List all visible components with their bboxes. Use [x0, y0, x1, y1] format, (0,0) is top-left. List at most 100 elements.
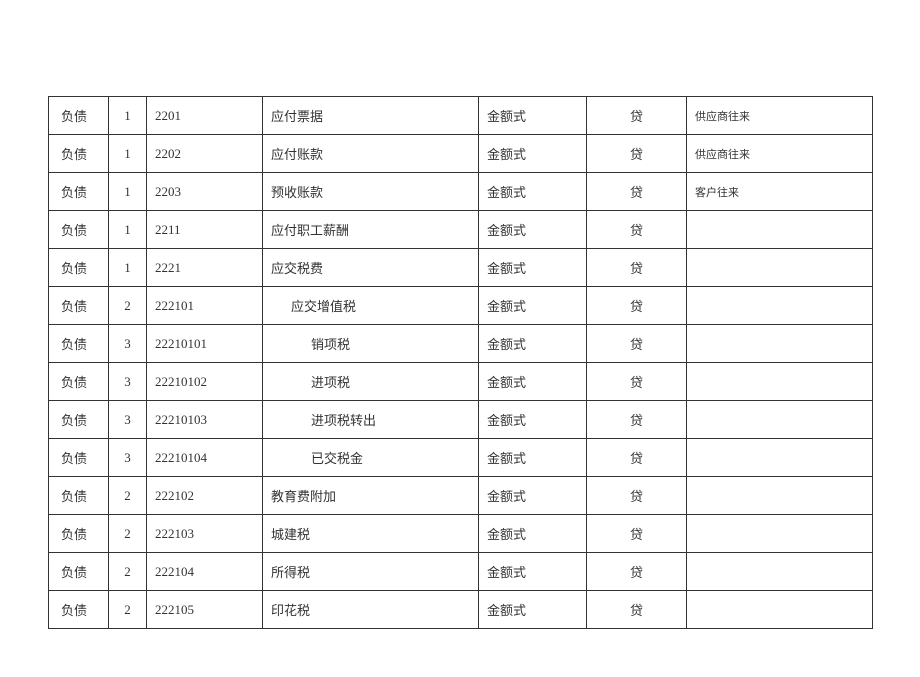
cell-level: 2 — [109, 477, 147, 515]
cell-name: 进项税转出 — [263, 401, 479, 439]
cell-level: 1 — [109, 249, 147, 287]
cell-name: 印花税 — [263, 591, 479, 629]
cell-category: 负债 — [49, 477, 109, 515]
cell-level: 1 — [109, 97, 147, 135]
table-row: 负债322210104已交税金金额式贷 — [49, 439, 873, 477]
cell-direction: 贷 — [587, 591, 687, 629]
cell-direction: 贷 — [587, 477, 687, 515]
cell-category: 负债 — [49, 515, 109, 553]
cell-category: 负债 — [49, 401, 109, 439]
cell-remark — [687, 287, 873, 325]
accounts-table: 负债12201应付票据金额式贷供应商往来负债12202应付账款金额式贷供应商往来… — [48, 96, 873, 629]
cell-category: 负债 — [49, 363, 109, 401]
cell-direction: 贷 — [587, 135, 687, 173]
cell-code: 222101 — [147, 287, 263, 325]
cell-name: 进项税 — [263, 363, 479, 401]
cell-category: 负债 — [49, 591, 109, 629]
cell-category: 负债 — [49, 439, 109, 477]
table-row: 负债12211应付职工薪酬金额式贷 — [49, 211, 873, 249]
cell-code: 2201 — [147, 97, 263, 135]
table-row: 负债2222104所得税金额式贷 — [49, 553, 873, 591]
cell-direction: 贷 — [587, 325, 687, 363]
cell-format: 金额式 — [479, 439, 587, 477]
cell-format: 金额式 — [479, 135, 587, 173]
cell-category: 负债 — [49, 211, 109, 249]
cell-code: 22210102 — [147, 363, 263, 401]
cell-remark: 客户往来 — [687, 173, 873, 211]
table-row: 负债2222101应交增值税金额式贷 — [49, 287, 873, 325]
table-row: 负债322210102进项税金额式贷 — [49, 363, 873, 401]
cell-format: 金额式 — [479, 515, 587, 553]
cell-remark — [687, 325, 873, 363]
cell-category: 负债 — [49, 287, 109, 325]
table-row: 负债12201应付票据金额式贷供应商往来 — [49, 97, 873, 135]
cell-name: 应付账款 — [263, 135, 479, 173]
cell-direction: 贷 — [587, 249, 687, 287]
cell-code: 2211 — [147, 211, 263, 249]
cell-code: 22210103 — [147, 401, 263, 439]
cell-format: 金额式 — [479, 477, 587, 515]
cell-direction: 贷 — [587, 287, 687, 325]
cell-code: 222105 — [147, 591, 263, 629]
cell-remark — [687, 211, 873, 249]
table-row: 负债2222103城建税金额式贷 — [49, 515, 873, 553]
cell-category: 负债 — [49, 249, 109, 287]
cell-code: 2221 — [147, 249, 263, 287]
cell-name: 城建税 — [263, 515, 479, 553]
cell-name: 应付职工薪酬 — [263, 211, 479, 249]
cell-format: 金额式 — [479, 363, 587, 401]
table-row: 负债322210103进项税转出金额式贷 — [49, 401, 873, 439]
cell-name: 预收账款 — [263, 173, 479, 211]
cell-format: 金额式 — [479, 591, 587, 629]
cell-level: 3 — [109, 363, 147, 401]
cell-level: 3 — [109, 439, 147, 477]
cell-category: 负债 — [49, 135, 109, 173]
table-row: 负债2222105印花税金额式贷 — [49, 591, 873, 629]
cell-direction: 贷 — [587, 173, 687, 211]
cell-code: 222102 — [147, 477, 263, 515]
cell-name: 应交增值税 — [263, 287, 479, 325]
cell-format: 金额式 — [479, 401, 587, 439]
table-row: 负债12202应付账款金额式贷供应商往来 — [49, 135, 873, 173]
cell-category: 负债 — [49, 97, 109, 135]
cell-remark — [687, 439, 873, 477]
cell-name: 销项税 — [263, 325, 479, 363]
cell-format: 金额式 — [479, 211, 587, 249]
cell-direction: 贷 — [587, 439, 687, 477]
cell-level: 2 — [109, 553, 147, 591]
cell-category: 负债 — [49, 325, 109, 363]
cell-code: 2202 — [147, 135, 263, 173]
cell-direction: 贷 — [587, 401, 687, 439]
cell-direction: 贷 — [587, 363, 687, 401]
cell-format: 金额式 — [479, 553, 587, 591]
cell-remark — [687, 515, 873, 553]
table-row: 负债12221应交税费金额式贷 — [49, 249, 873, 287]
cell-level: 1 — [109, 173, 147, 211]
cell-level: 2 — [109, 591, 147, 629]
cell-level: 2 — [109, 287, 147, 325]
cell-remark: 供应商往来 — [687, 97, 873, 135]
cell-format: 金额式 — [479, 325, 587, 363]
cell-code: 2203 — [147, 173, 263, 211]
cell-direction: 贷 — [587, 515, 687, 553]
cell-remark — [687, 249, 873, 287]
table-row: 负债322210101销项税金额式贷 — [49, 325, 873, 363]
cell-remark: 供应商往来 — [687, 135, 873, 173]
cell-category: 负债 — [49, 553, 109, 591]
table-body: 负债12201应付票据金额式贷供应商往来负债12202应付账款金额式贷供应商往来… — [49, 97, 873, 629]
table-row: 负债12203预收账款金额式贷客户往来 — [49, 173, 873, 211]
cell-code: 222103 — [147, 515, 263, 553]
cell-category: 负债 — [49, 173, 109, 211]
table-row: 负债2222102教育费附加金额式贷 — [49, 477, 873, 515]
cell-code: 222104 — [147, 553, 263, 591]
cell-format: 金额式 — [479, 173, 587, 211]
cell-level: 2 — [109, 515, 147, 553]
cell-format: 金额式 — [479, 97, 587, 135]
cell-format: 金额式 — [479, 249, 587, 287]
cell-remark — [687, 401, 873, 439]
cell-remark — [687, 591, 873, 629]
cell-direction: 贷 — [587, 553, 687, 591]
cell-name: 应付票据 — [263, 97, 479, 135]
cell-remark — [687, 477, 873, 515]
cell-level: 1 — [109, 135, 147, 173]
